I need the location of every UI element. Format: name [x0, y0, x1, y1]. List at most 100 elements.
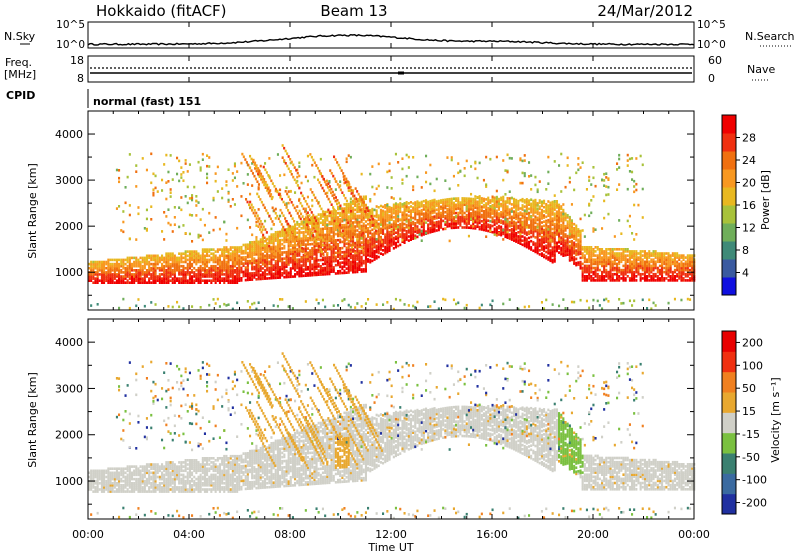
power-cell: [375, 187, 378, 190]
power-cell: [435, 225, 438, 228]
power-cell: [191, 254, 194, 258]
power-cell: [176, 277, 179, 280]
power-cell: [218, 273, 221, 276]
power-cell: [274, 249, 277, 253]
power-cell: [652, 264, 655, 268]
power-cell: [390, 231, 393, 235]
power-cell: [532, 222, 535, 225]
power-cell: [465, 197, 468, 200]
power-cell: [330, 247, 333, 251]
power-cell: [371, 251, 374, 254]
power-cell: [173, 266, 176, 270]
power-cell: [538, 211, 541, 215]
power-cell: [536, 245, 539, 249]
power-cell: [528, 244, 531, 248]
power-cell: [652, 260, 655, 264]
power-cell: [525, 233, 528, 236]
power-cell: [216, 279, 219, 282]
power-cell: [291, 275, 294, 278]
power-cell: [545, 203, 548, 206]
power-cell: [326, 256, 329, 259]
power-cell: [558, 304, 561, 308]
power-cell: [506, 205, 509, 208]
power-cell: [579, 246, 582, 249]
power-cell: [379, 248, 382, 251]
power-cell: [349, 237, 352, 241]
power-cell: [515, 217, 518, 221]
power-cell: [581, 252, 584, 255]
power-cell: [616, 279, 619, 282]
power-cell: [103, 271, 106, 274]
power-cell: [545, 219, 548, 223]
power-cell: [485, 202, 488, 205]
power-cell: [555, 224, 558, 228]
power-cell: [431, 224, 434, 227]
power-cell: [319, 157, 322, 161]
power-cell: [173, 254, 176, 258]
power-cell: [425, 231, 428, 235]
power-cell: [489, 205, 492, 208]
power-cell: [165, 269, 168, 272]
power-cell: [259, 275, 262, 279]
power-cell: [583, 268, 586, 272]
power-cell: [643, 277, 646, 280]
power-cell: [633, 262, 636, 266]
power-cell: [545, 250, 548, 254]
power-cell: [470, 226, 473, 230]
power-cell: [364, 243, 367, 246]
power-cell: [579, 229, 582, 233]
power-cell: [594, 268, 597, 272]
power-cell: [433, 211, 436, 214]
power-cell: [429, 220, 432, 224]
power-cell: [173, 262, 176, 266]
power-cell: [442, 209, 445, 212]
power-cell: [592, 176, 595, 180]
power-cell: [244, 249, 247, 253]
power-cell: [455, 215, 458, 218]
power-cell: [506, 211, 509, 215]
power-cell: [472, 206, 475, 209]
power-cell: [601, 272, 604, 276]
power-cell: [474, 195, 477, 198]
power-cell: [401, 219, 404, 223]
power-cell: [618, 219, 621, 222]
power-cell: [289, 271, 292, 274]
power-cell: [382, 211, 385, 215]
power-cell: [485, 210, 488, 214]
power-cell: [641, 277, 644, 280]
power-cell: [452, 219, 455, 222]
power-cell: [394, 227, 397, 231]
power-cell: [412, 185, 415, 188]
power-cell: [122, 260, 125, 264]
power-cell: [532, 203, 535, 207]
power-cell: [384, 239, 387, 243]
power-cell: [332, 233, 335, 236]
power-cell: [566, 222, 569, 225]
power-cell: [304, 224, 307, 228]
power-cell: [579, 256, 582, 260]
power-cell: [201, 262, 204, 266]
power-cell: [407, 166, 410, 169]
power-cell: [461, 197, 464, 200]
power-cell: [384, 249, 387, 253]
power-cell: [573, 251, 576, 255]
power-cell: [427, 215, 430, 218]
power-cell: [525, 243, 528, 247]
power-cell: [478, 161, 481, 165]
power-cell: [601, 248, 604, 251]
power-cell: [145, 275, 148, 278]
power-cell: [334, 243, 337, 246]
power-cell: [225, 232, 228, 236]
power-cell: [517, 216, 520, 220]
power-cell: [161, 273, 164, 276]
power-cell: [283, 257, 286, 260]
power-cell: [553, 237, 556, 240]
power-cell: [388, 217, 391, 221]
power-cell: [633, 190, 636, 194]
power-cell: [590, 264, 593, 268]
power-cell: [266, 237, 269, 241]
power-cell: [590, 246, 593, 249]
power-cell: [268, 237, 271, 241]
power-cell: [313, 240, 316, 244]
power-cell: [594, 250, 597, 253]
